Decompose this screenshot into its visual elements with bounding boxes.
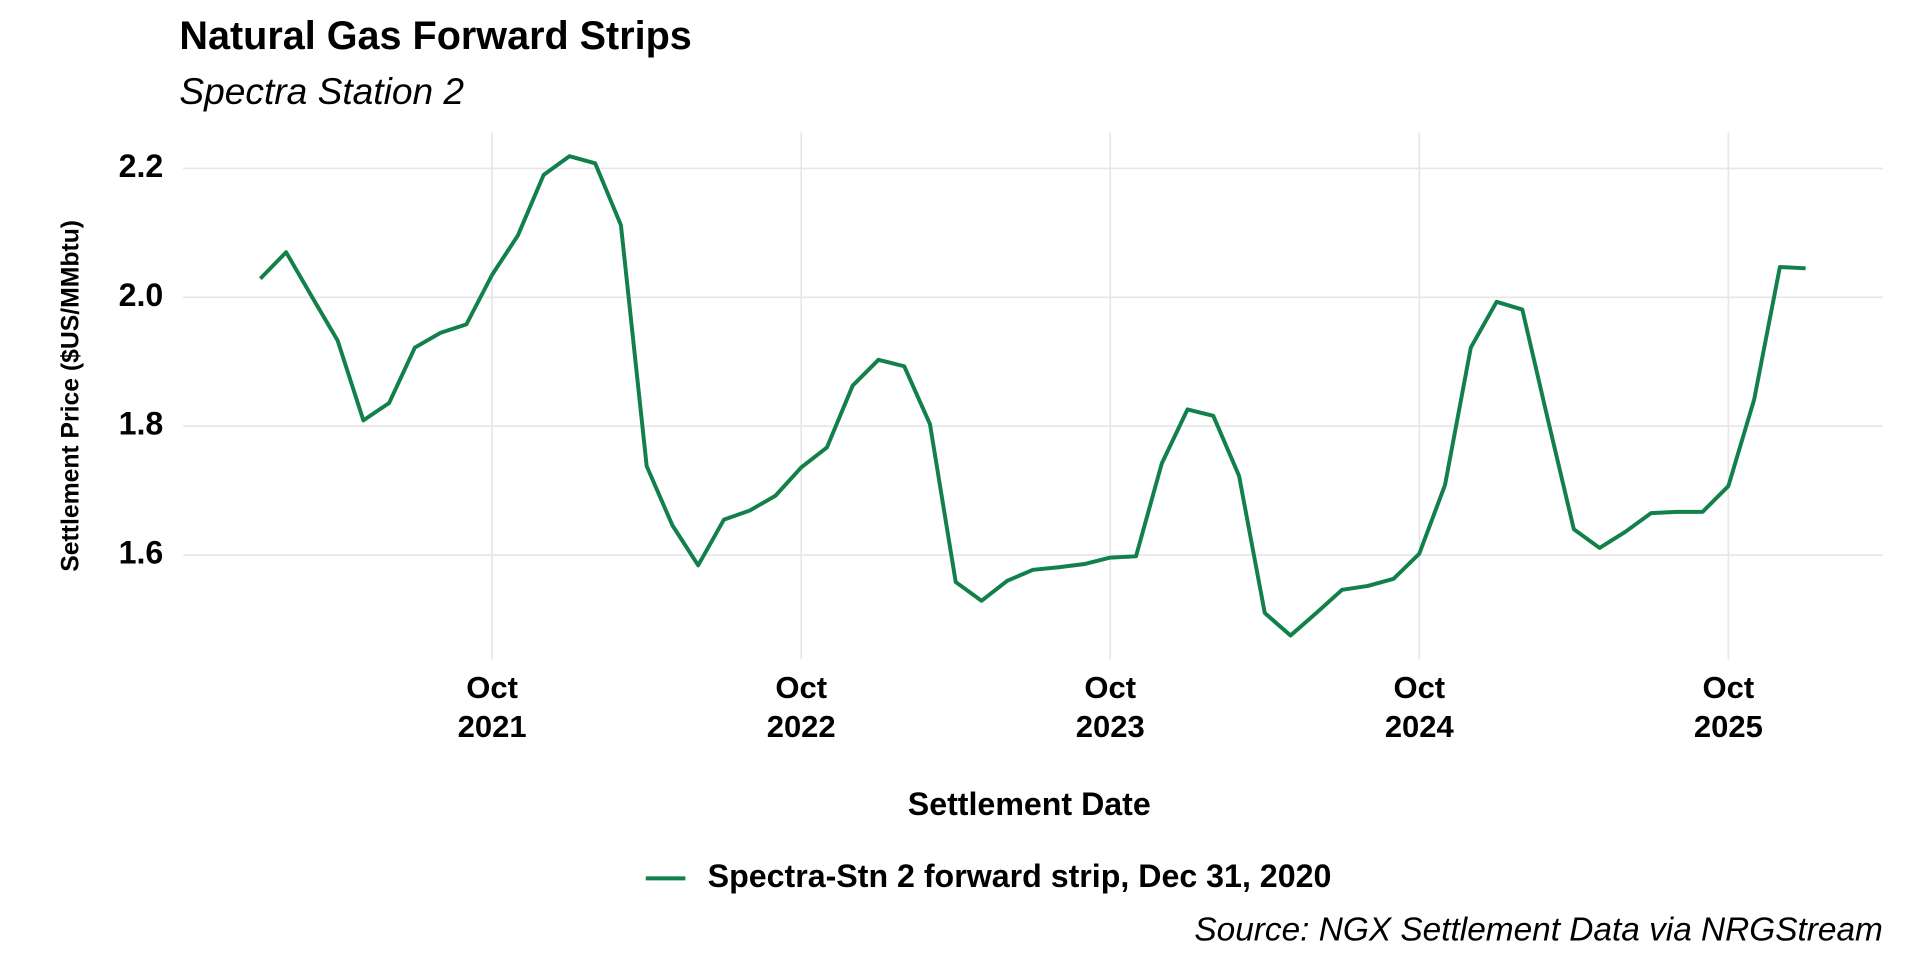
y-tick-label: 2.0 <box>119 277 164 313</box>
series-line <box>258 154 1806 638</box>
y-tick-label: 1.8 <box>119 406 164 442</box>
x-tick-label: Oct 2022 <box>766 670 836 745</box>
y-tick-label: 1.6 <box>119 535 164 571</box>
x-tick-label: Oct 2023 <box>1075 670 1145 745</box>
chart-subtitle: Spectra Station 2 <box>179 70 464 112</box>
source-note: Source: NGX Settlement Data via NRGStrea… <box>1194 911 1882 948</box>
y-axis-label: Settlement Price ($US/MMbtu) <box>57 220 84 572</box>
x-tick-label: Oct 2021 <box>457 670 527 745</box>
legend-label: Spectra-Stn 2 forward strip, Dec 31, 202… <box>708 858 1332 894</box>
x-tick-label: Oct 2025 <box>1693 670 1763 745</box>
x-axis-label: Settlement Date <box>908 786 1151 822</box>
x-tick-label: Oct 2024 <box>1384 670 1454 745</box>
y-tick-label: 2.2 <box>119 148 164 184</box>
chart-title: Natural Gas Forward Strips <box>179 14 691 58</box>
